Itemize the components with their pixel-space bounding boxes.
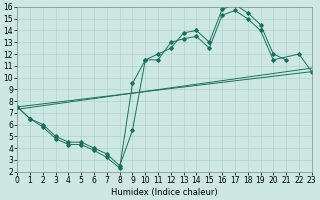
X-axis label: Humidex (Indice chaleur): Humidex (Indice chaleur)	[111, 188, 218, 197]
